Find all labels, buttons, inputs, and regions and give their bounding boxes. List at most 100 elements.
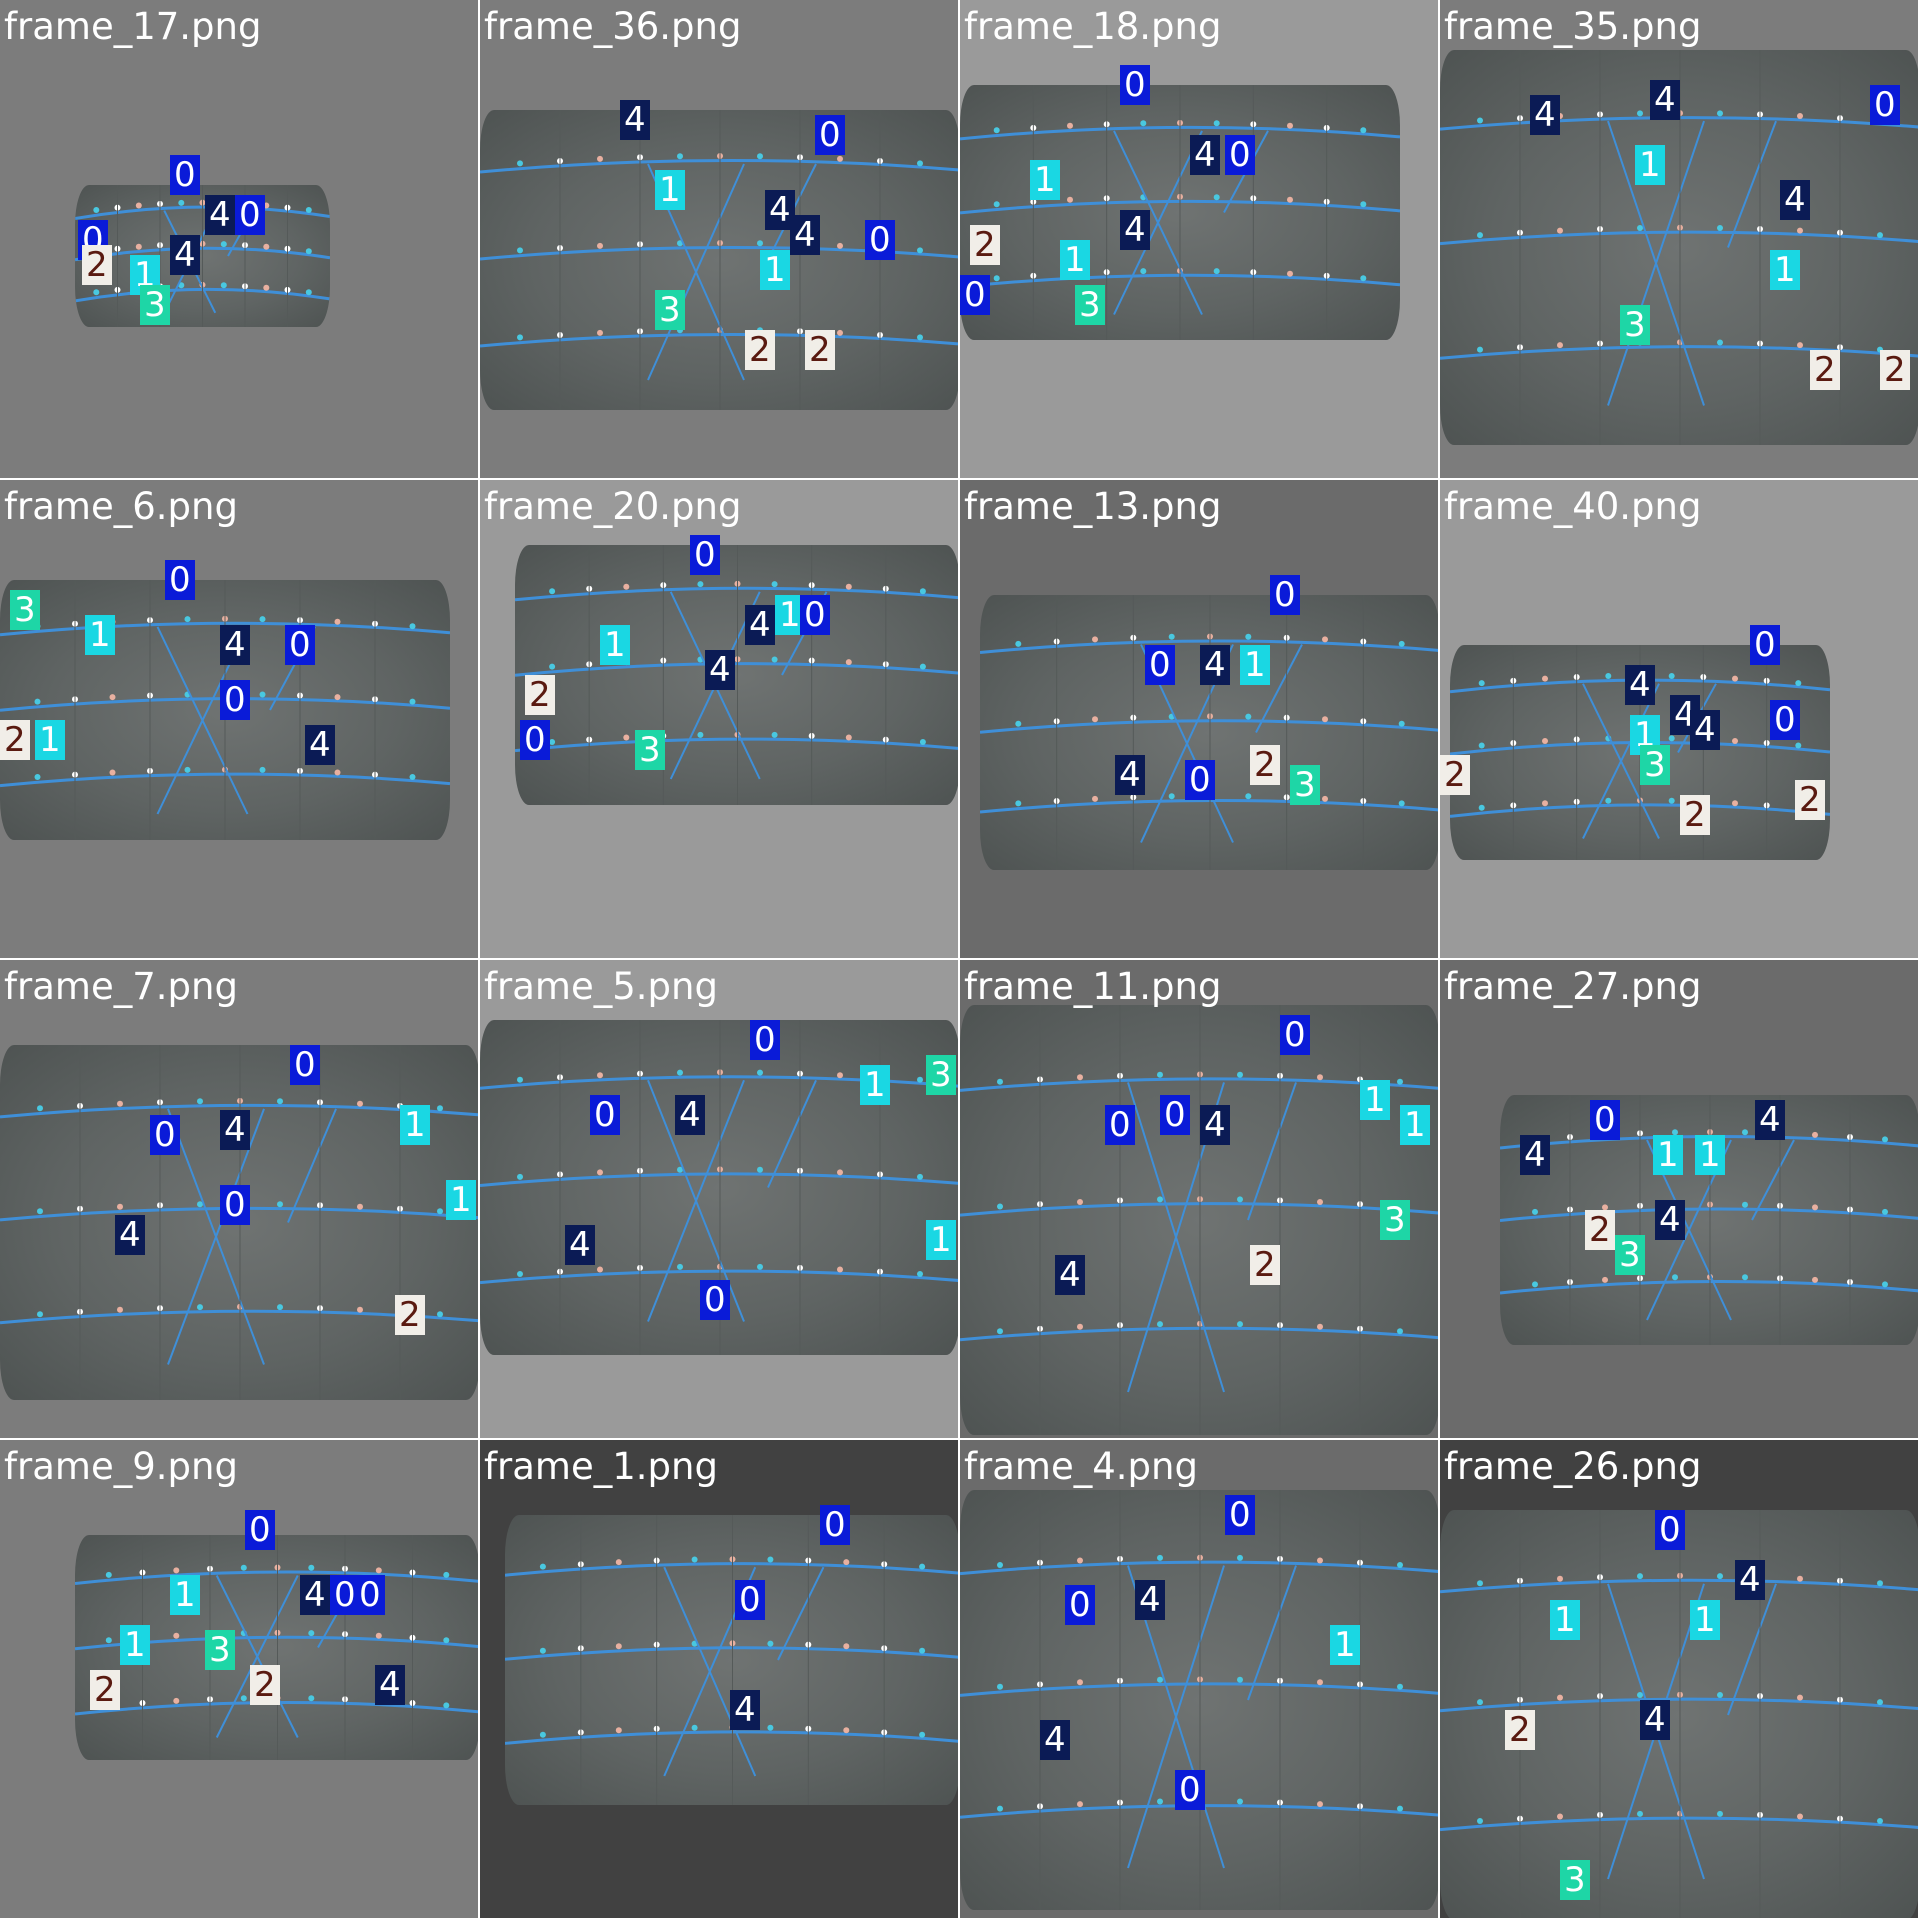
class-id-label: 1: [400, 1105, 430, 1145]
class-id-label: 0: [1120, 65, 1150, 105]
detection-box: 0: [1120, 65, 1150, 105]
class-id-label: 4: [765, 190, 795, 230]
frame-filename: frame_26.png: [1444, 1445, 1702, 1488]
detection-box: 0: [1225, 1495, 1255, 1535]
class-id-label: 2: [1440, 755, 1470, 795]
class-id-label: 0: [355, 1575, 385, 1615]
camera-frame-image: [75, 185, 330, 327]
frame-tile: frame_26.png 0 4 1 1 4 2 3: [1440, 1440, 1918, 1918]
frame-tile: frame_11.png 0 0 0 4 1 1 3 4 2: [960, 960, 1438, 1438]
class-id-label: 0: [1770, 700, 1800, 740]
detection-box: 4: [790, 215, 820, 255]
detection-box: 0: [150, 1115, 180, 1155]
camera-frame-image: [480, 110, 958, 410]
detection-box: 0: [1655, 1510, 1685, 1550]
detection-box: 0: [245, 1510, 275, 1550]
class-id-label: 4: [1690, 710, 1720, 750]
frame-filename: frame_20.png: [484, 485, 742, 528]
class-id-label: 0: [700, 1280, 730, 1320]
detection-box: 2: [1505, 1710, 1535, 1750]
detection-box: 4: [675, 1095, 705, 1135]
detection-box: 3: [926, 1055, 956, 1095]
class-id-label: 0: [1590, 1100, 1620, 1140]
class-id-label: 4: [745, 605, 775, 645]
class-id-label: 0: [1870, 85, 1900, 125]
class-id-label: 0: [1225, 1495, 1255, 1535]
detection-box: 2: [1810, 350, 1840, 390]
class-id-label: 1: [1550, 1600, 1580, 1640]
class-id-label: 0: [690, 535, 720, 575]
frame-tile: frame_36.png 4 0 1 4 4 0 1 3 2 2: [480, 0, 958, 478]
class-id-label: 2: [395, 1295, 425, 1335]
detection-box: 1: [400, 1105, 430, 1145]
class-id-label: 4: [1055, 1255, 1085, 1295]
class-id-label: 4: [790, 215, 820, 255]
class-id-label: 4: [1755, 1100, 1785, 1140]
class-id-label: 0: [290, 1045, 320, 1085]
class-id-label: 3: [1290, 765, 1320, 805]
class-id-label: 0: [170, 155, 200, 195]
class-id-label: 1: [1635, 145, 1665, 185]
class-id-label: 3: [1380, 1200, 1410, 1240]
detection-box: 2: [90, 1670, 120, 1710]
class-id-label: 0: [165, 560, 195, 600]
class-id-label: 0: [865, 220, 895, 260]
detection-box: 1: [775, 595, 805, 635]
class-id-label: 3: [1615, 1235, 1645, 1275]
frame-filename: frame_5.png: [484, 965, 718, 1008]
class-id-label: 2: [250, 1665, 280, 1705]
class-id-label: 2: [1585, 1210, 1615, 1250]
frame-filename: frame_36.png: [484, 5, 742, 48]
detection-box: 4: [115, 1215, 145, 1255]
class-id-label: 4: [1625, 665, 1655, 705]
detection-box: 0: [220, 1185, 250, 1225]
detection-box: 2: [82, 245, 112, 285]
detection-box: 1: [1550, 1600, 1580, 1640]
class-id-label: 2: [970, 225, 1000, 265]
frame-filename: frame_13.png: [964, 485, 1222, 528]
detection-box: 3: [1640, 745, 1670, 785]
frame-tile: frame_40.png 0 4 4 4 0 1 3 2 2 2: [1440, 480, 1918, 958]
class-id-label: 2: [745, 330, 775, 370]
detection-box: 0: [220, 680, 250, 720]
class-id-label: 3: [655, 290, 685, 330]
detection-box: 0: [520, 720, 550, 760]
class-id-label: 2: [0, 720, 30, 760]
class-id-label: 0: [220, 1185, 250, 1225]
camera-frame-image: [960, 1005, 1438, 1435]
class-id-label: 1: [1690, 1600, 1720, 1640]
detection-box: 1: [170, 1575, 200, 1615]
detection-box: 4: [1120, 210, 1150, 250]
detection-box: 4: [565, 1225, 595, 1265]
detection-box: 0: [1105, 1105, 1135, 1145]
detection-box: 0: [1145, 645, 1175, 685]
class-id-label: 0: [520, 720, 550, 760]
frame-filename: frame_9.png: [4, 1445, 238, 1488]
detection-box: 1: [446, 1180, 476, 1220]
detection-box: 0: [700, 1280, 730, 1320]
class-id-label: 3: [1075, 285, 1105, 325]
detection-box: 0: [735, 1580, 765, 1620]
detection-box: 4: [1655, 1200, 1685, 1240]
detection-box: 1: [760, 250, 790, 290]
detection-box: 0: [1280, 1015, 1310, 1055]
detection-box: 3: [655, 290, 685, 330]
frame-filename: frame_1.png: [484, 1445, 718, 1488]
detection-box: 0: [1590, 1100, 1620, 1140]
class-id-label: 0: [735, 1580, 765, 1620]
class-id-label: 1: [446, 1180, 476, 1220]
class-id-label: 1: [926, 1220, 956, 1260]
class-id-label: 0: [1145, 645, 1175, 685]
detection-box: 3: [10, 590, 40, 630]
detection-box: 4: [1625, 665, 1655, 705]
detection-box: 0: [1065, 1585, 1095, 1625]
detection-box: 4: [745, 605, 775, 645]
class-id-label: 1: [1060, 240, 1090, 280]
detection-box: 2: [250, 1665, 280, 1705]
class-id-label: 0: [1105, 1105, 1135, 1145]
detection-box: 4: [1650, 80, 1680, 120]
class-id-label: 4: [305, 725, 335, 765]
detection-box: 2: [395, 1295, 425, 1335]
class-id-label: 0: [590, 1095, 620, 1135]
class-id-label: 2: [1795, 780, 1825, 820]
